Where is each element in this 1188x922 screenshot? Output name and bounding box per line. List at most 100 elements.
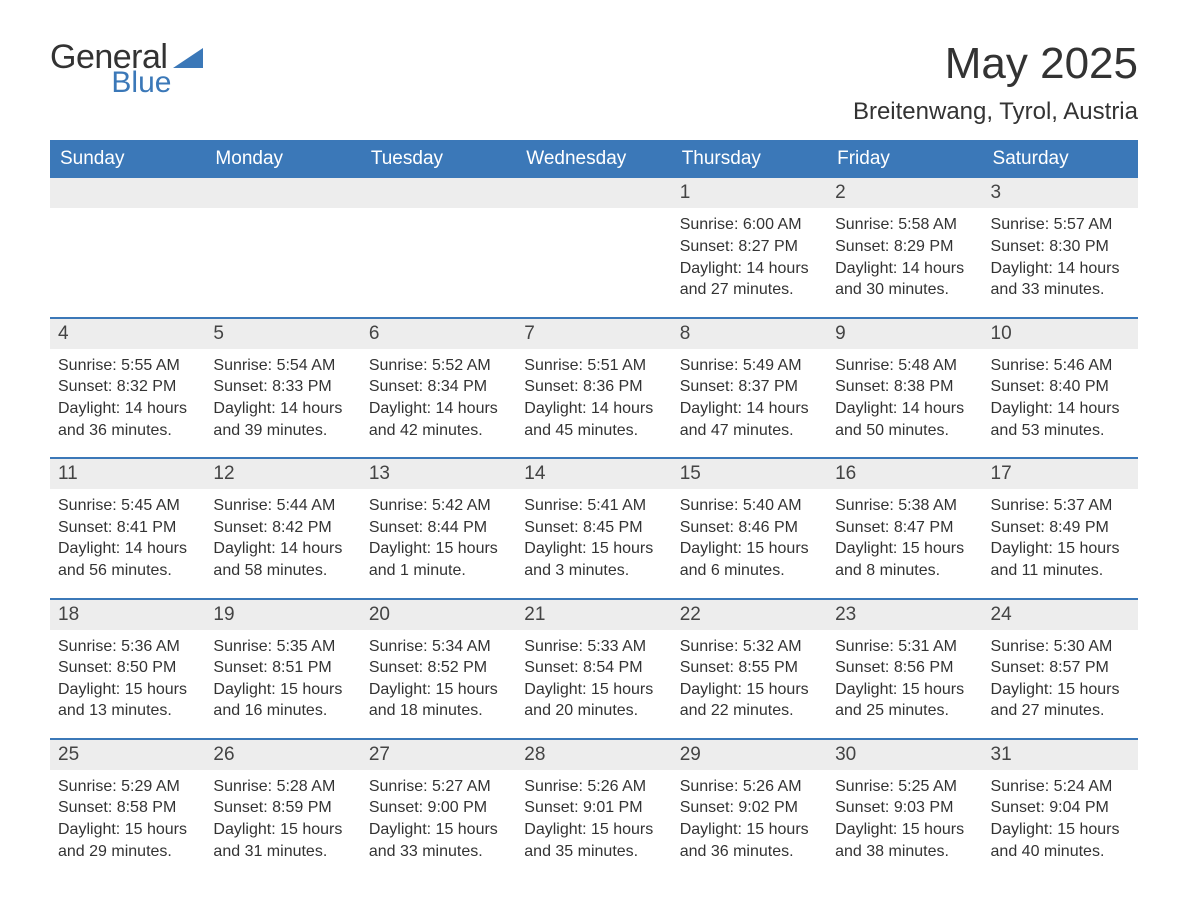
day-number: 24 [983, 600, 1138, 630]
day-content: Sunrise: 5:45 AMSunset: 8:41 PMDaylight:… [50, 489, 205, 591]
day-content: Sunrise: 5:24 AMSunset: 9:04 PMDaylight:… [983, 770, 1138, 872]
day-cell [361, 178, 516, 310]
daylight-line: Daylight: 14 hours and 30 minutes. [835, 258, 974, 301]
day-content: Sunrise: 5:54 AMSunset: 8:33 PMDaylight:… [205, 349, 360, 451]
sunrise-line: Sunrise: 5:35 AM [213, 636, 352, 658]
sunset-line: Sunset: 8:41 PM [58, 517, 197, 539]
day-number [205, 178, 360, 208]
day-cell: 9Sunrise: 5:48 AMSunset: 8:38 PMDaylight… [827, 319, 982, 451]
sunset-line: Sunset: 9:00 PM [369, 797, 508, 819]
sunrise-line: Sunrise: 5:28 AM [213, 776, 352, 798]
sunrise-line: Sunrise: 5:51 AM [524, 355, 663, 377]
sunrise-line: Sunrise: 5:44 AM [213, 495, 352, 517]
daylight-line: Daylight: 14 hours and 27 minutes. [680, 258, 819, 301]
day-cell: 23Sunrise: 5:31 AMSunset: 8:56 PMDayligh… [827, 600, 982, 732]
day-number: 1 [672, 178, 827, 208]
day-content: Sunrise: 5:36 AMSunset: 8:50 PMDaylight:… [50, 630, 205, 732]
day-number [50, 178, 205, 208]
day-number: 23 [827, 600, 982, 630]
day-cell [516, 178, 671, 310]
sunrise-line: Sunrise: 5:25 AM [835, 776, 974, 798]
daylight-line: Daylight: 14 hours and 53 minutes. [991, 398, 1130, 441]
sunrise-line: Sunrise: 5:26 AM [680, 776, 819, 798]
sunrise-line: Sunrise: 5:30 AM [991, 636, 1130, 658]
day-cell: 8Sunrise: 5:49 AMSunset: 8:37 PMDaylight… [672, 319, 827, 451]
sunrise-line: Sunrise: 5:36 AM [58, 636, 197, 658]
daylight-line: Daylight: 14 hours and 39 minutes. [213, 398, 352, 441]
sunset-line: Sunset: 8:44 PM [369, 517, 508, 539]
day-number: 11 [50, 459, 205, 489]
day-number: 2 [827, 178, 982, 208]
daylight-line: Daylight: 14 hours and 45 minutes. [524, 398, 663, 441]
sunset-line: Sunset: 8:47 PM [835, 517, 974, 539]
daylight-line: Daylight: 15 hours and 13 minutes. [58, 679, 197, 722]
day-cell: 30Sunrise: 5:25 AMSunset: 9:03 PMDayligh… [827, 740, 982, 872]
day-cell: 17Sunrise: 5:37 AMSunset: 8:49 PMDayligh… [983, 459, 1138, 591]
sunrise-line: Sunrise: 5:40 AM [680, 495, 819, 517]
sunset-line: Sunset: 8:46 PM [680, 517, 819, 539]
day-number: 25 [50, 740, 205, 770]
day-cell: 19Sunrise: 5:35 AMSunset: 8:51 PMDayligh… [205, 600, 360, 732]
day-cell: 13Sunrise: 5:42 AMSunset: 8:44 PMDayligh… [361, 459, 516, 591]
weekday-header: Wednesday [516, 140, 671, 178]
sunrise-line: Sunrise: 5:41 AM [524, 495, 663, 517]
day-content [205, 208, 360, 224]
daylight-line: Daylight: 15 hours and 1 minute. [369, 538, 508, 581]
day-cell: 11Sunrise: 5:45 AMSunset: 8:41 PMDayligh… [50, 459, 205, 591]
day-cell [205, 178, 360, 310]
sunset-line: Sunset: 8:37 PM [680, 376, 819, 398]
daylight-line: Daylight: 15 hours and 25 minutes. [835, 679, 974, 722]
day-content: Sunrise: 5:38 AMSunset: 8:47 PMDaylight:… [827, 489, 982, 591]
day-cell [50, 178, 205, 310]
brand-word2: Blue [111, 68, 171, 98]
sunrise-line: Sunrise: 5:42 AM [369, 495, 508, 517]
day-cell: 12Sunrise: 5:44 AMSunset: 8:42 PMDayligh… [205, 459, 360, 591]
sunset-line: Sunset: 9:03 PM [835, 797, 974, 819]
sunrise-line: Sunrise: 5:29 AM [58, 776, 197, 798]
sunrise-line: Sunrise: 5:45 AM [58, 495, 197, 517]
day-content: Sunrise: 5:28 AMSunset: 8:59 PMDaylight:… [205, 770, 360, 872]
daylight-line: Daylight: 15 hours and 35 minutes. [524, 819, 663, 862]
daylight-line: Daylight: 14 hours and 47 minutes. [680, 398, 819, 441]
sunset-line: Sunset: 9:04 PM [991, 797, 1130, 819]
day-number: 3 [983, 178, 1138, 208]
daylight-line: Daylight: 15 hours and 8 minutes. [835, 538, 974, 581]
day-number [361, 178, 516, 208]
day-content [516, 208, 671, 224]
day-number: 19 [205, 600, 360, 630]
day-cell: 28Sunrise: 5:26 AMSunset: 9:01 PMDayligh… [516, 740, 671, 872]
daylight-line: Daylight: 15 hours and 6 minutes. [680, 538, 819, 581]
sunset-line: Sunset: 9:02 PM [680, 797, 819, 819]
sunset-line: Sunset: 8:40 PM [991, 376, 1130, 398]
daylight-line: Daylight: 15 hours and 36 minutes. [680, 819, 819, 862]
sunrise-line: Sunrise: 5:27 AM [369, 776, 508, 798]
day-content: Sunrise: 5:26 AMSunset: 9:02 PMDaylight:… [672, 770, 827, 872]
day-number: 9 [827, 319, 982, 349]
day-content: Sunrise: 5:34 AMSunset: 8:52 PMDaylight:… [361, 630, 516, 732]
sunrise-line: Sunrise: 5:48 AM [835, 355, 974, 377]
day-content: Sunrise: 5:55 AMSunset: 8:32 PMDaylight:… [50, 349, 205, 451]
week-row: 25Sunrise: 5:29 AMSunset: 8:58 PMDayligh… [50, 738, 1138, 872]
day-number: 16 [827, 459, 982, 489]
day-content: Sunrise: 5:32 AMSunset: 8:55 PMDaylight:… [672, 630, 827, 732]
weekday-header: Tuesday [361, 140, 516, 178]
day-cell: 24Sunrise: 5:30 AMSunset: 8:57 PMDayligh… [983, 600, 1138, 732]
month-title: May 2025 [853, 40, 1138, 88]
day-cell: 4Sunrise: 5:55 AMSunset: 8:32 PMDaylight… [50, 319, 205, 451]
sunset-line: Sunset: 8:49 PM [991, 517, 1130, 539]
sunrise-line: Sunrise: 5:37 AM [991, 495, 1130, 517]
day-cell: 16Sunrise: 5:38 AMSunset: 8:47 PMDayligh… [827, 459, 982, 591]
title-block: May 2025 Breitenwang, Tyrol, Austria [853, 40, 1138, 126]
day-number: 27 [361, 740, 516, 770]
day-content: Sunrise: 5:49 AMSunset: 8:37 PMDaylight:… [672, 349, 827, 451]
day-number: 22 [672, 600, 827, 630]
daylight-line: Daylight: 14 hours and 36 minutes. [58, 398, 197, 441]
day-content: Sunrise: 5:30 AMSunset: 8:57 PMDaylight:… [983, 630, 1138, 732]
day-cell: 18Sunrise: 5:36 AMSunset: 8:50 PMDayligh… [50, 600, 205, 732]
day-cell: 26Sunrise: 5:28 AMSunset: 8:59 PMDayligh… [205, 740, 360, 872]
day-cell: 1Sunrise: 6:00 AMSunset: 8:27 PMDaylight… [672, 178, 827, 310]
daylight-line: Daylight: 15 hours and 27 minutes. [991, 679, 1130, 722]
daylight-line: Daylight: 15 hours and 38 minutes. [835, 819, 974, 862]
sunrise-line: Sunrise: 5:32 AM [680, 636, 819, 658]
daylight-line: Daylight: 14 hours and 58 minutes. [213, 538, 352, 581]
